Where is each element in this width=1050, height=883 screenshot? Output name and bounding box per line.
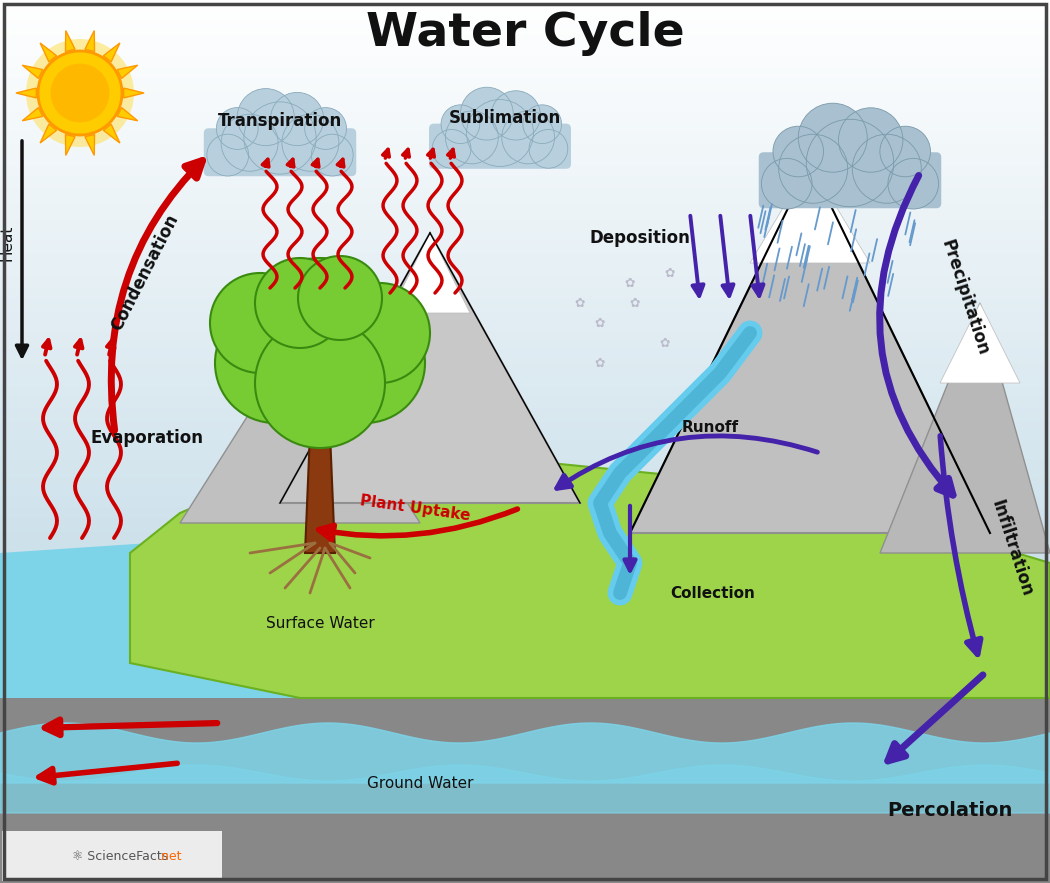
- Polygon shape: [65, 31, 75, 51]
- Circle shape: [304, 108, 347, 149]
- Circle shape: [255, 258, 345, 348]
- Text: ⚛ ScienceFacts: ⚛ ScienceFacts: [71, 849, 168, 863]
- Text: ✿: ✿: [594, 357, 605, 369]
- Polygon shape: [880, 303, 1050, 553]
- Circle shape: [38, 51, 122, 135]
- Text: Deposition: Deposition: [589, 229, 691, 247]
- Circle shape: [798, 103, 867, 172]
- Polygon shape: [0, 698, 1050, 883]
- Polygon shape: [22, 65, 43, 79]
- Polygon shape: [124, 88, 144, 98]
- FancyBboxPatch shape: [204, 128, 356, 177]
- Text: ✿: ✿: [630, 297, 640, 310]
- Polygon shape: [260, 333, 340, 403]
- Text: Sublimation: Sublimation: [449, 109, 561, 127]
- Circle shape: [441, 105, 480, 144]
- Circle shape: [216, 108, 258, 149]
- Circle shape: [779, 134, 847, 203]
- Circle shape: [255, 318, 385, 448]
- Text: .net: .net: [158, 849, 183, 863]
- Circle shape: [502, 111, 554, 164]
- Polygon shape: [180, 333, 420, 523]
- Circle shape: [773, 126, 823, 177]
- Circle shape: [460, 87, 513, 140]
- Polygon shape: [630, 163, 990, 533]
- Polygon shape: [750, 163, 870, 263]
- Text: Percolation: Percolation: [887, 802, 1012, 820]
- Circle shape: [839, 108, 903, 172]
- Polygon shape: [22, 108, 43, 121]
- Polygon shape: [0, 523, 550, 698]
- Circle shape: [433, 130, 471, 168]
- Circle shape: [888, 158, 939, 209]
- Polygon shape: [390, 233, 470, 313]
- Text: Heat: Heat: [0, 225, 15, 261]
- Polygon shape: [280, 233, 580, 503]
- Circle shape: [245, 258, 395, 408]
- Circle shape: [761, 158, 812, 209]
- Text: Condensation: Condensation: [108, 212, 182, 335]
- Text: Runoff: Runoff: [681, 420, 738, 435]
- Circle shape: [210, 273, 310, 373]
- Circle shape: [222, 114, 278, 171]
- Circle shape: [244, 102, 316, 174]
- Polygon shape: [16, 88, 37, 98]
- Circle shape: [529, 130, 568, 168]
- Polygon shape: [65, 134, 75, 155]
- Polygon shape: [40, 125, 57, 143]
- Text: ✿: ✿: [659, 336, 670, 350]
- Circle shape: [207, 134, 249, 176]
- Polygon shape: [85, 31, 94, 51]
- FancyBboxPatch shape: [2, 831, 222, 881]
- FancyBboxPatch shape: [429, 124, 571, 169]
- Circle shape: [304, 303, 425, 423]
- Circle shape: [523, 105, 562, 144]
- Text: ✿: ✿: [625, 276, 635, 290]
- Text: Precipitation: Precipitation: [938, 238, 992, 358]
- Text: Water Cycle: Water Cycle: [365, 11, 685, 56]
- Circle shape: [853, 134, 921, 203]
- Polygon shape: [130, 463, 1050, 698]
- Polygon shape: [940, 303, 1020, 383]
- Text: Evaporation: Evaporation: [90, 429, 203, 447]
- Circle shape: [26, 39, 134, 147]
- Text: Infiltration: Infiltration: [988, 497, 1036, 599]
- Text: ✿: ✿: [594, 316, 605, 329]
- Polygon shape: [118, 65, 138, 79]
- Circle shape: [237, 88, 294, 146]
- Circle shape: [491, 91, 541, 140]
- Polygon shape: [40, 43, 57, 62]
- Text: Collection: Collection: [670, 585, 755, 600]
- Text: Plant Uptake: Plant Uptake: [359, 493, 471, 523]
- Circle shape: [330, 283, 430, 383]
- Text: ✿: ✿: [574, 297, 585, 310]
- Text: ✿: ✿: [665, 267, 675, 280]
- Circle shape: [215, 303, 335, 423]
- Circle shape: [50, 64, 109, 123]
- Polygon shape: [550, 533, 1050, 698]
- Circle shape: [271, 93, 323, 146]
- Text: Surface Water: Surface Water: [266, 615, 375, 630]
- FancyBboxPatch shape: [759, 152, 941, 208]
- Circle shape: [281, 114, 339, 171]
- Polygon shape: [118, 108, 138, 121]
- Circle shape: [880, 126, 930, 177]
- Polygon shape: [85, 134, 94, 155]
- Polygon shape: [304, 433, 335, 553]
- Text: Ground Water: Ground Water: [366, 775, 474, 790]
- Circle shape: [298, 256, 382, 340]
- Circle shape: [445, 111, 499, 164]
- Circle shape: [312, 134, 353, 176]
- Circle shape: [806, 119, 894, 207]
- Circle shape: [466, 100, 533, 166]
- Polygon shape: [103, 43, 120, 62]
- Polygon shape: [103, 125, 120, 143]
- Text: Transpiration: Transpiration: [218, 112, 342, 130]
